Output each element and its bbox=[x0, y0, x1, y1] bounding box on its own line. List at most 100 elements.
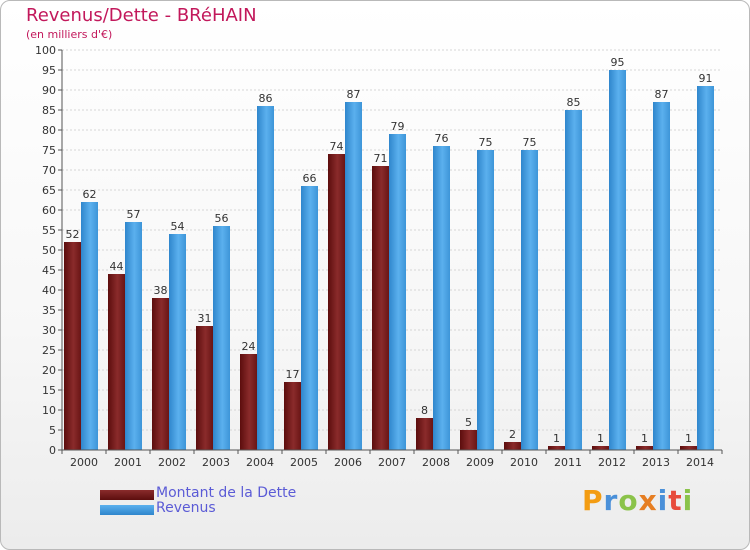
x-tick-label: 2012 bbox=[598, 456, 626, 469]
legend-swatch-revenus bbox=[100, 505, 154, 515]
data-label-revenus: 95 bbox=[611, 56, 625, 69]
y-tick-label: 50 bbox=[42, 244, 56, 257]
data-label-dette: 74 bbox=[330, 140, 344, 153]
bar-revenus bbox=[213, 226, 230, 450]
legend-swatch-debt bbox=[100, 490, 154, 500]
data-label-dette: 44 bbox=[110, 260, 124, 273]
data-label-dette: 52 bbox=[66, 228, 80, 241]
data-label-revenus: 87 bbox=[655, 88, 669, 101]
y-tick-label: 65 bbox=[42, 184, 56, 197]
data-label-revenus: 57 bbox=[127, 208, 141, 221]
bar-revenus bbox=[697, 86, 714, 450]
data-label-dette: 1 bbox=[553, 432, 560, 445]
y-tick-label: 10 bbox=[42, 404, 56, 417]
x-tick-label: 2002 bbox=[158, 456, 186, 469]
logo-letter: i bbox=[682, 484, 694, 517]
y-tick-label: 25 bbox=[42, 344, 56, 357]
x-tick-label: 2006 bbox=[334, 456, 362, 469]
data-label-dette: 1 bbox=[641, 432, 648, 445]
data-label-dette: 2 bbox=[509, 428, 516, 441]
x-tick-label: 2014 bbox=[686, 456, 714, 469]
bar-dette bbox=[680, 446, 697, 450]
bar-dette bbox=[372, 166, 389, 450]
x-tick-label: 2000 bbox=[70, 456, 98, 469]
bar-dette bbox=[108, 274, 125, 450]
bar-dette bbox=[548, 446, 565, 450]
y-tick-label: 70 bbox=[42, 164, 56, 177]
data-label-revenus: 87 bbox=[347, 88, 361, 101]
x-tick-label: 2004 bbox=[246, 456, 274, 469]
y-tick-label: 75 bbox=[42, 144, 56, 157]
x-tick-label: 2010 bbox=[510, 456, 538, 469]
y-tick-label: 5 bbox=[49, 424, 56, 437]
x-tick-label: 2007 bbox=[378, 456, 406, 469]
y-tick-label: 90 bbox=[42, 84, 56, 97]
data-label-dette: 31 bbox=[198, 312, 212, 325]
y-tick-label: 30 bbox=[42, 324, 56, 337]
bar-dette bbox=[328, 154, 345, 450]
data-label-dette: 1 bbox=[597, 432, 604, 445]
data-label-revenus: 62 bbox=[83, 188, 97, 201]
y-tick-label: 45 bbox=[42, 264, 56, 277]
legend-label-revenus: Revenus bbox=[156, 500, 216, 516]
x-tick-label: 2005 bbox=[290, 456, 318, 469]
data-label-dette: 1 bbox=[685, 432, 692, 445]
bar-revenus bbox=[433, 146, 450, 450]
data-label-dette: 71 bbox=[374, 152, 388, 165]
data-label-revenus: 56 bbox=[215, 212, 229, 225]
y-tick-label: 80 bbox=[42, 124, 56, 137]
data-label-revenus: 54 bbox=[171, 220, 185, 233]
y-tick-label: 35 bbox=[42, 304, 56, 317]
bar-dette bbox=[64, 242, 81, 450]
bar-revenus bbox=[257, 106, 274, 450]
data-label-dette: 24 bbox=[242, 340, 256, 353]
data-label-revenus: 66 bbox=[303, 172, 317, 185]
bar-dette bbox=[196, 326, 213, 450]
x-tick-label: 2013 bbox=[642, 456, 670, 469]
bar-revenus bbox=[609, 70, 626, 450]
bar-dette bbox=[504, 442, 521, 450]
y-tick-label: 40 bbox=[42, 284, 56, 297]
chart-subtitle: (en milliers d'€) bbox=[26, 28, 113, 41]
legend-label-debt: Montant de la Dette bbox=[156, 485, 297, 501]
y-tick-label: 15 bbox=[42, 384, 56, 397]
logo-letter: t bbox=[668, 484, 683, 517]
bar-dette bbox=[460, 430, 477, 450]
data-label-revenus: 76 bbox=[435, 132, 449, 145]
data-label-dette: 5 bbox=[465, 416, 472, 429]
data-label-dette: 8 bbox=[421, 404, 428, 417]
data-label-dette: 17 bbox=[286, 368, 300, 381]
y-tick-label: 20 bbox=[42, 364, 56, 377]
bar-dette bbox=[592, 446, 609, 450]
y-tick-label: 95 bbox=[42, 64, 56, 77]
bar-dette bbox=[416, 418, 433, 450]
x-tick-label: 2011 bbox=[554, 456, 582, 469]
data-label-revenus: 75 bbox=[523, 136, 537, 149]
data-label-revenus: 75 bbox=[479, 136, 493, 149]
logo-letter: P bbox=[582, 484, 604, 517]
bar-revenus bbox=[169, 234, 186, 450]
x-tick-label: 2003 bbox=[202, 456, 230, 469]
x-tick-label: 2001 bbox=[114, 456, 142, 469]
bar-dette bbox=[240, 354, 257, 450]
bar-revenus bbox=[301, 186, 318, 450]
data-label-revenus: 85 bbox=[567, 96, 581, 109]
logo-letter: r bbox=[603, 484, 619, 517]
data-label-revenus: 86 bbox=[259, 92, 273, 105]
bar-revenus bbox=[653, 102, 670, 450]
proxiti-logo: Proxiti bbox=[582, 484, 693, 517]
bar-revenus bbox=[389, 134, 406, 450]
data-label-dette: 38 bbox=[154, 284, 168, 297]
x-tick-label: 2008 bbox=[422, 456, 450, 469]
x-tick-label: 2009 bbox=[466, 456, 494, 469]
logo-letter: o bbox=[618, 484, 639, 517]
bar-revenus bbox=[345, 102, 362, 450]
y-tick-label: 85 bbox=[42, 104, 56, 117]
chart-title: Revenus/Dette - BRéHAIN bbox=[26, 5, 257, 26]
bar-dette bbox=[636, 446, 653, 450]
data-label-revenus: 79 bbox=[391, 120, 405, 133]
bar-dette bbox=[152, 298, 169, 450]
data-label-revenus: 91 bbox=[699, 72, 713, 85]
logo-letter: i bbox=[657, 484, 669, 517]
